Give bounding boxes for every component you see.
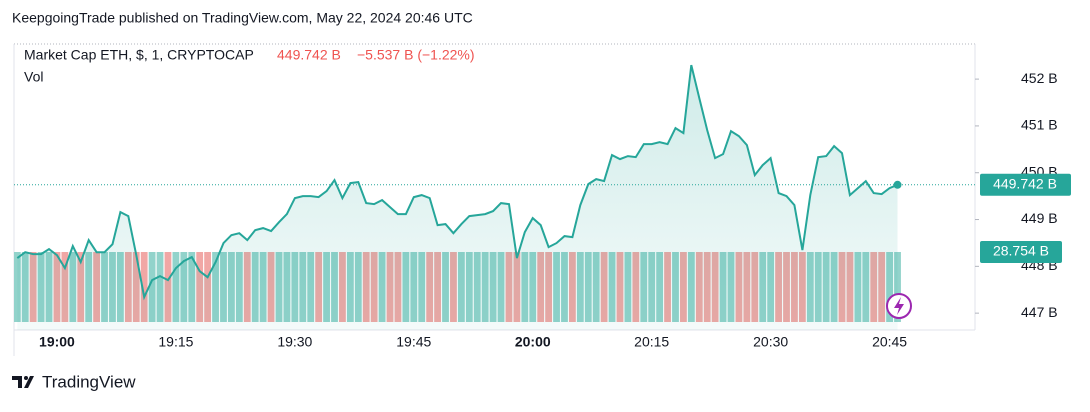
volume-badge bbox=[980, 241, 1062, 263]
symbol-title: Market Cap ETH, $, 1, CRYPTOCAP bbox=[24, 47, 254, 63]
price-badge bbox=[980, 173, 1071, 196]
last-point bbox=[893, 180, 902, 189]
x-tick-label: 20:45 bbox=[872, 334, 907, 350]
volume-title: Vol bbox=[24, 69, 43, 85]
y-tick-label: 449 B bbox=[1021, 210, 1058, 226]
x-tick-label: 19:30 bbox=[277, 334, 312, 350]
volume-badge-label: 28.754 B bbox=[993, 243, 1049, 259]
volume-bar bbox=[140, 252, 148, 322]
y-tick-label: 447 B bbox=[1021, 304, 1058, 320]
x-tick-label: 19:45 bbox=[396, 334, 431, 350]
price-line bbox=[16, 64, 898, 301]
y-tick-label: 451 B bbox=[1021, 117, 1058, 133]
y-tick-label: 452 B bbox=[1021, 70, 1058, 86]
x-tick-label: 20:15 bbox=[634, 334, 669, 350]
x-tick-label: 19:00 bbox=[39, 334, 75, 350]
last-value: 449.742 B bbox=[277, 47, 341, 63]
change: −5.537 B (−1.22%) bbox=[357, 47, 475, 63]
plot-area bbox=[14, 64, 975, 330]
volume-bar bbox=[894, 252, 901, 322]
alert-icon[interactable] bbox=[886, 293, 912, 319]
brand: TradingView bbox=[42, 372, 136, 391]
x-tick-label: 20:30 bbox=[753, 334, 788, 350]
publish-note: KeepgoingTrade published on TradingView.… bbox=[12, 10, 473, 26]
area-fill bbox=[17, 65, 898, 330]
x-tick-label: 20:00 bbox=[515, 334, 551, 350]
price-badge-label: 449.742 B bbox=[993, 176, 1057, 192]
logo bbox=[12, 376, 34, 388]
x-tick-label: 19:15 bbox=[158, 334, 193, 350]
